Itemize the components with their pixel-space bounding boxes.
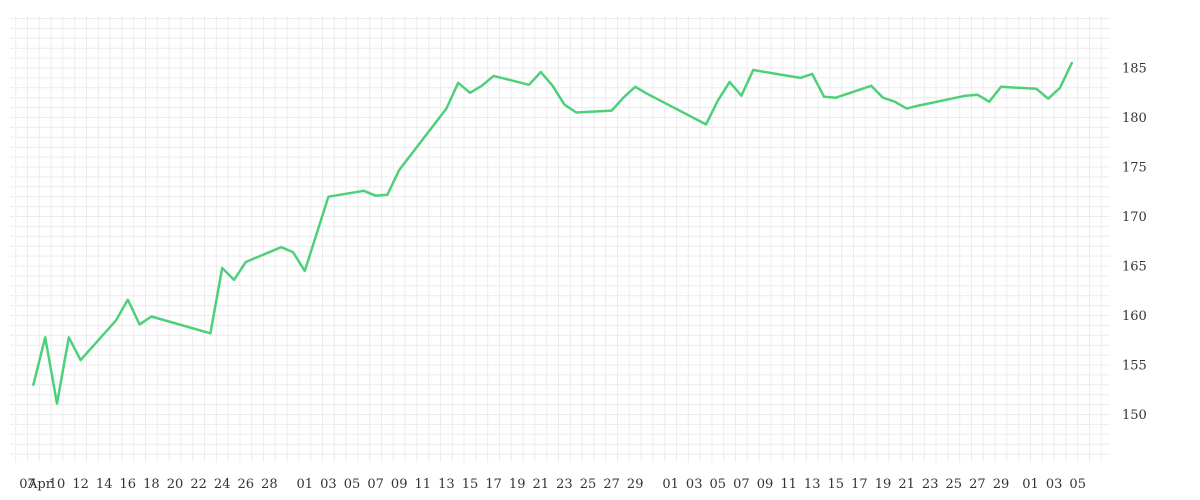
x-tick-label: 27 <box>603 477 620 492</box>
x-tick-label: 15 <box>828 477 845 492</box>
y-tick-label: 155 <box>1122 359 1147 374</box>
x-tick-label: 17 <box>851 477 868 492</box>
x-tick-label: 29 <box>993 477 1010 492</box>
x-tick-label: 17 <box>485 477 502 492</box>
y-tick-label: 175 <box>1122 161 1147 176</box>
y-tick-label: 150 <box>1122 408 1147 423</box>
x-tick-label: 03 <box>1046 477 1063 492</box>
x-tick-label: 26 <box>238 477 255 492</box>
x-tick-label: 03 <box>320 477 337 492</box>
x-tick-label: 21 <box>533 477 550 492</box>
x-tick-label: 09 <box>391 477 408 492</box>
x-tick-label: 07 <box>733 477 750 492</box>
price-line <box>32 61 1074 405</box>
x-tick-label: 25 <box>580 477 597 492</box>
x-tick-label: 19 <box>875 477 892 492</box>
x-tick-label: 22 <box>190 477 207 492</box>
x-tick-label: 05 <box>1069 477 1086 492</box>
x-tick-label: 23 <box>556 477 573 492</box>
x-tick-label: 09 <box>757 477 774 492</box>
x-tick-label: 23 <box>922 477 939 492</box>
x-tick-label: 20 <box>167 477 184 492</box>
x-tick-label: 16 <box>120 477 137 492</box>
x-tick-label: 29 <box>627 477 644 492</box>
y-tick-label: 165 <box>1122 260 1147 275</box>
x-tick-label: 21 <box>898 477 915 492</box>
x-tick-label: 15 <box>462 477 479 492</box>
x-tick-label: 05 <box>344 477 361 492</box>
x-tick-label: 13 <box>804 477 821 492</box>
x-tick-label: 14 <box>96 477 113 492</box>
x-tick-label: 10 <box>49 477 66 492</box>
y-tick-label: 185 <box>1122 62 1147 77</box>
x-tick-label: 11 <box>415 477 432 492</box>
x-tick-label: 28 <box>261 477 278 492</box>
x-tick-label: 27 <box>969 477 986 492</box>
x-tick-label: 11 <box>780 477 797 492</box>
x-tick-label: 05 <box>710 477 727 492</box>
y-tick-label: 160 <box>1122 309 1147 324</box>
x-tick-label: 01 <box>297 477 314 492</box>
x-tick-label: 25 <box>946 477 963 492</box>
x-tick-label: 07 <box>19 477 36 492</box>
x-tick-label: 03 <box>686 477 703 492</box>
chart-grid <box>10 15 1110 462</box>
x-tick-label: 19 <box>509 477 526 492</box>
y-tick-label: 180 <box>1122 111 1147 126</box>
x-tick-label: 01 <box>1022 477 1039 492</box>
y-tick-label: 170 <box>1122 210 1147 225</box>
x-tick-label: Apr <box>27 477 53 492</box>
x-tick-label: 13 <box>438 477 455 492</box>
x-tick-label: 01 <box>662 477 679 492</box>
x-tick-label: 07 <box>367 477 384 492</box>
x-tick-label: 24 <box>214 477 231 492</box>
x-tick-label: 12 <box>72 477 89 492</box>
x-tick-label: 18 <box>143 477 160 492</box>
y-axis: 150 155 160 165 170 175 180 185 <box>1122 62 1147 424</box>
chart-series-layer <box>32 61 1074 405</box>
